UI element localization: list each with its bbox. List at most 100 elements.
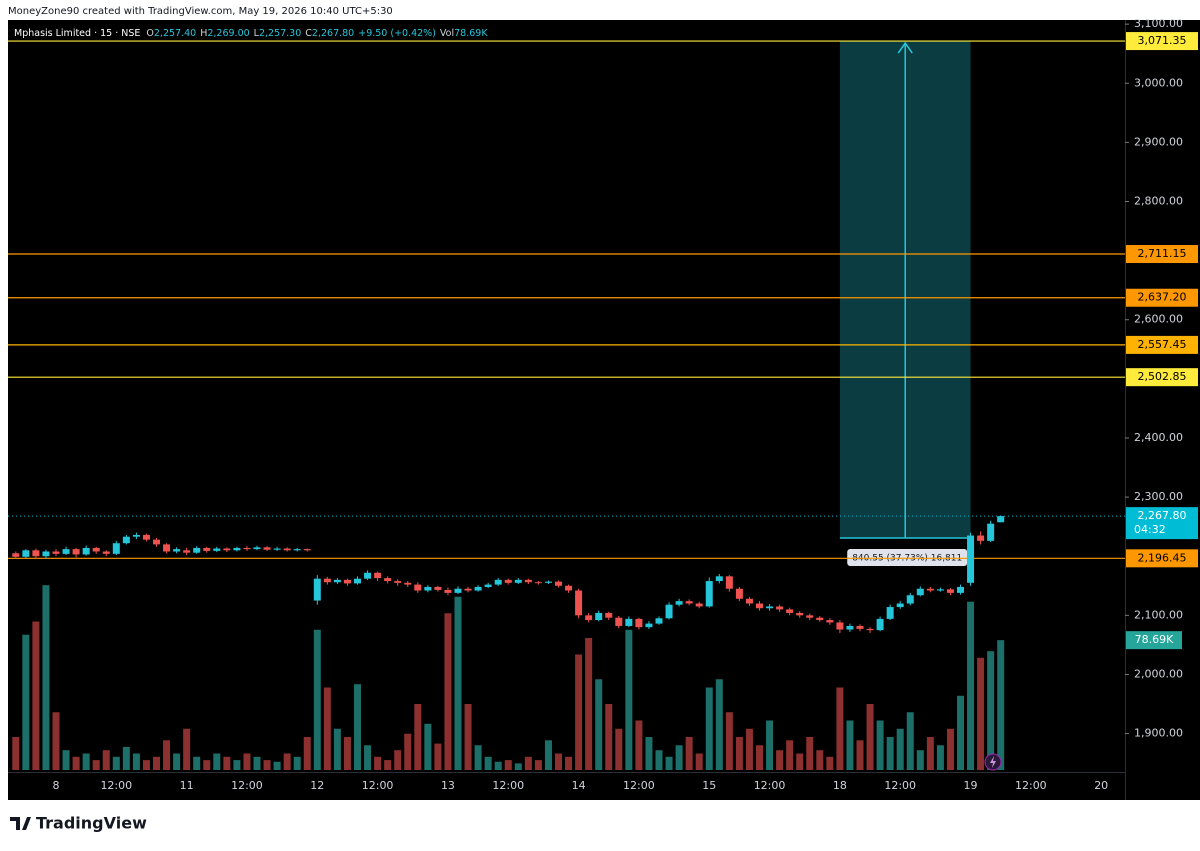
candle-body bbox=[414, 584, 422, 591]
volume-bar bbox=[715, 679, 723, 770]
volume-bar bbox=[163, 740, 171, 770]
level-label: 2,196.45 bbox=[1138, 551, 1187, 564]
candle-body bbox=[595, 612, 603, 621]
volume-bar bbox=[444, 613, 452, 770]
vol-value: 78.69K bbox=[454, 28, 488, 39]
candle-body bbox=[323, 578, 331, 583]
c-label: C bbox=[305, 28, 312, 39]
y-tick-label: 2,600.00 bbox=[1134, 313, 1183, 326]
volume-bar bbox=[926, 737, 934, 770]
volume-bar bbox=[293, 756, 301, 770]
volume-bar bbox=[364, 745, 372, 770]
volume-bar bbox=[153, 756, 160, 770]
candle-body bbox=[243, 547, 251, 550]
candle-body bbox=[354, 578, 361, 584]
volume-bar bbox=[323, 687, 331, 770]
candle-body bbox=[524, 579, 532, 583]
volume-bar bbox=[343, 737, 351, 770]
volume-bar bbox=[112, 756, 120, 770]
x-tick-label: 15 bbox=[702, 779, 716, 792]
volume-bar bbox=[52, 712, 60, 770]
volume-bar bbox=[585, 638, 593, 770]
candle-body bbox=[645, 623, 653, 628]
volume-bar bbox=[886, 737, 894, 770]
volume-bar bbox=[665, 756, 673, 770]
vol-label: Vol bbox=[440, 28, 454, 39]
plot: 3,100.00 3,000.00 2,900.00 2,800.00 2,600.00… bbox=[8, 17, 1198, 792]
x-tick-label: 18 bbox=[833, 779, 847, 792]
volume-bar bbox=[82, 753, 90, 770]
candle-body bbox=[796, 612, 804, 616]
level-label-bg bbox=[1126, 335, 1198, 354]
candle-body bbox=[42, 551, 50, 557]
volume-bar bbox=[906, 712, 914, 770]
candle-body bbox=[605, 612, 613, 618]
volume-bar bbox=[92, 760, 100, 770]
volume-bar bbox=[555, 753, 562, 770]
candle-body bbox=[725, 576, 733, 589]
y-tick-label: 1,900.00 bbox=[1134, 727, 1183, 740]
candle-body bbox=[635, 618, 643, 628]
candle-body bbox=[504, 579, 512, 583]
volume-bar bbox=[534, 760, 542, 770]
o-value: 2,257.40 bbox=[154, 28, 196, 39]
candle-body bbox=[193, 547, 201, 553]
candle-body bbox=[816, 617, 824, 621]
y-tick-label: 2,000.00 bbox=[1134, 667, 1183, 680]
candle-body bbox=[544, 581, 552, 583]
level-label: 2,637.20 bbox=[1138, 291, 1187, 304]
volume-bar bbox=[806, 737, 814, 770]
volume-bar bbox=[514, 763, 522, 770]
volume-bar bbox=[695, 753, 703, 770]
volume-bar bbox=[62, 750, 70, 770]
candle-body bbox=[876, 618, 884, 631]
candle-body bbox=[776, 606, 784, 610]
volume-bar bbox=[22, 634, 30, 770]
candle-body bbox=[223, 548, 231, 551]
volume-bar bbox=[434, 743, 442, 770]
l-label: L bbox=[254, 28, 260, 39]
candle-body bbox=[273, 548, 281, 550]
candle-body bbox=[142, 534, 150, 540]
legend-header: Mphasis Limited · 15 · NSE O2,257.40 H2,26… bbox=[14, 28, 488, 39]
volume-bar bbox=[735, 737, 743, 770]
x-tick-label: 12:00 bbox=[492, 779, 524, 792]
volume-bar bbox=[635, 720, 643, 770]
candle-body bbox=[967, 535, 975, 583]
candle-body bbox=[745, 598, 753, 604]
candle-body bbox=[474, 586, 482, 591]
x-tick-label: 12:00 bbox=[1015, 779, 1047, 792]
volume-bar bbox=[12, 737, 20, 770]
h-value: 2,269.00 bbox=[207, 28, 249, 39]
candle-body bbox=[534, 582, 542, 584]
level-label: 2,502.85 bbox=[1138, 370, 1187, 383]
volume-bar bbox=[213, 753, 221, 770]
volume-bar bbox=[494, 761, 502, 770]
candle-body bbox=[343, 579, 351, 584]
volume-bar bbox=[122, 746, 130, 770]
candle-body bbox=[444, 589, 452, 593]
last-price-label: 2,267.80 bbox=[1138, 509, 1187, 522]
volume-bar bbox=[796, 753, 804, 770]
candle-body bbox=[233, 547, 241, 551]
candle-body bbox=[705, 581, 713, 607]
candle-body bbox=[977, 535, 985, 541]
candle-body bbox=[896, 603, 904, 608]
candle-body bbox=[936, 589, 944, 591]
volume-bar bbox=[333, 728, 341, 770]
x-tick-label: 12:00 bbox=[754, 779, 786, 792]
x-tick-label: 20 bbox=[1094, 779, 1108, 792]
candle-body bbox=[293, 549, 301, 551]
level-label-bg bbox=[1126, 32, 1198, 51]
volume-bar bbox=[705, 687, 713, 770]
candle-body bbox=[82, 547, 90, 555]
x-tick-label: 12:00 bbox=[623, 779, 655, 792]
candle-body bbox=[464, 588, 472, 591]
candle-body bbox=[153, 539, 160, 545]
candle-body bbox=[122, 536, 130, 544]
symbol: Mphasis Limited · 15 · NSE bbox=[14, 28, 140, 39]
y-tick-label: 3,000.00 bbox=[1134, 76, 1183, 89]
countdown: 04:32 bbox=[1134, 523, 1166, 536]
candle-body bbox=[22, 550, 30, 557]
